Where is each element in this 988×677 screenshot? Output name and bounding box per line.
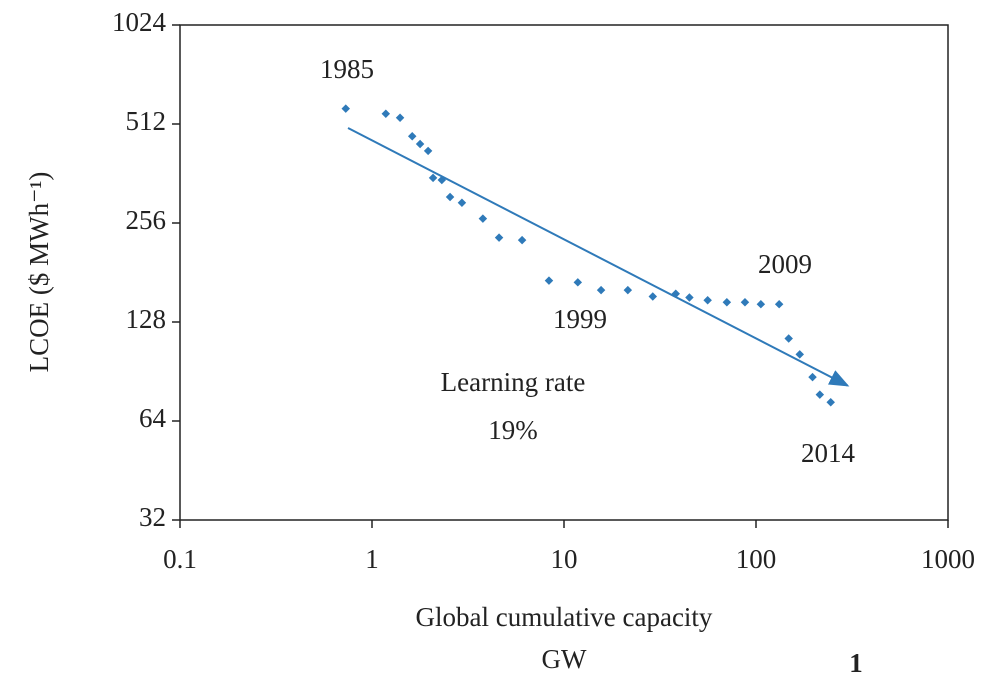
x-axis-label: Global cumulative capacity — [416, 602, 713, 632]
annotation: 19% — [488, 415, 538, 445]
data-point — [457, 198, 467, 207]
x-axis-unit: GW — [542, 644, 587, 674]
data-point — [517, 235, 527, 245]
data-point — [381, 109, 391, 119]
trend-line — [347, 127, 850, 387]
data-point — [808, 372, 817, 382]
data-point — [685, 293, 694, 302]
data-point — [648, 292, 658, 301]
annotation: 2009 — [758, 249, 812, 279]
data-point — [596, 285, 606, 295]
annotation: 1999 — [553, 304, 607, 334]
y-tick-label: 256 — [126, 205, 167, 235]
data-point — [341, 104, 351, 113]
data-point — [478, 214, 488, 223]
y-axis-label: LCOE ($ MWh⁻¹) — [24, 172, 54, 373]
x-tick-label: 1 — [365, 544, 379, 574]
data-point — [703, 296, 712, 305]
data-point — [795, 350, 804, 359]
x-tick-label: 10 — [551, 544, 578, 574]
data-point — [395, 113, 405, 122]
data-point — [671, 289, 680, 298]
data-point — [445, 192, 455, 202]
page-number: 1 — [849, 648, 863, 677]
x-tick-label: 100 — [736, 544, 777, 574]
data-point — [774, 299, 784, 309]
data-point — [407, 131, 417, 141]
data-point — [826, 397, 835, 407]
data-point — [784, 334, 793, 343]
x-tick-label: 1000 — [921, 544, 975, 574]
data-point — [437, 175, 447, 185]
data-point — [428, 173, 438, 183]
data-point — [623, 285, 633, 295]
data-point — [573, 278, 583, 287]
data-point — [740, 297, 750, 307]
data-point — [544, 276, 554, 285]
data-point — [815, 390, 825, 399]
y-tick-label: 1024 — [112, 7, 167, 37]
annotation: 2014 — [801, 438, 856, 468]
data-point — [756, 299, 766, 309]
y-tick-label: 64 — [139, 403, 167, 433]
y-tick-label: 512 — [126, 106, 167, 136]
data-point — [722, 297, 732, 307]
data-point — [415, 139, 425, 149]
annotation: 1985 — [320, 54, 374, 84]
data-point — [423, 146, 433, 156]
x-tick-label: 0.1 — [163, 544, 197, 574]
y-tick-label: 32 — [139, 502, 166, 532]
annotation: Learning rate — [441, 367, 586, 397]
data-point — [494, 233, 504, 242]
y-tick-label: 128 — [126, 304, 167, 334]
